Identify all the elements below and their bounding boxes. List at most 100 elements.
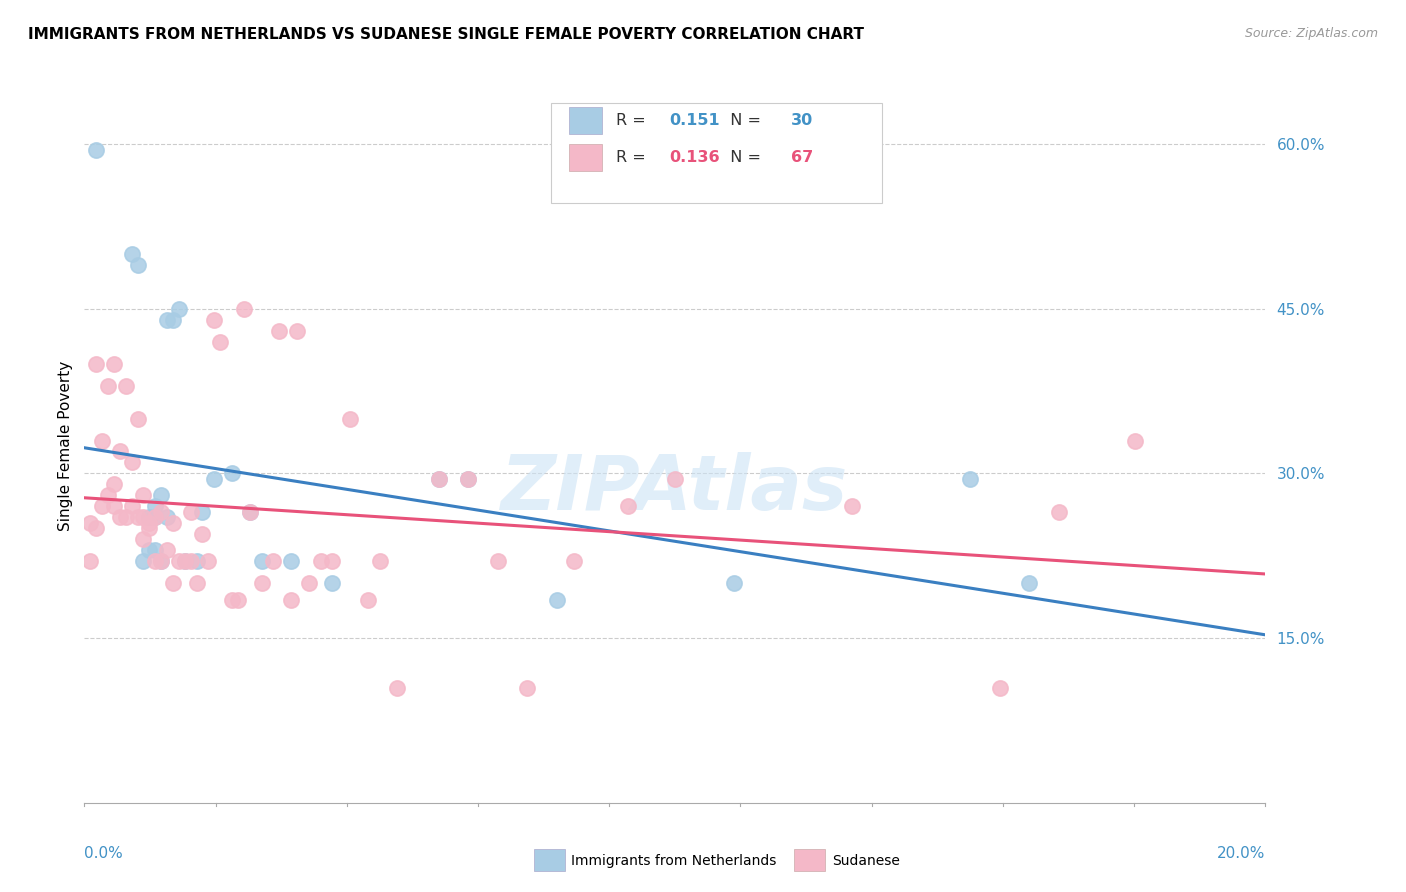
Point (79, 554, 101, 568)
FancyBboxPatch shape (551, 103, 882, 203)
Point (156, 510, 179, 524)
Point (84, 357, 107, 371)
Point (127, 510, 149, 524)
Point (298, 576, 321, 591)
Point (1125, 434, 1147, 448)
Text: 30: 30 (790, 113, 813, 128)
Point (173, 554, 195, 568)
Point (186, 554, 208, 568)
Point (138, 516, 160, 530)
Point (162, 312, 184, 326)
Point (138, 510, 160, 524)
Point (1047, 505, 1070, 519)
Point (186, 576, 208, 591)
Point (564, 554, 586, 568)
Point (143, 554, 166, 568)
Point (84, 521, 107, 535)
Point (959, 472, 981, 486)
Point (209, 334, 232, 349)
Text: ZIPAtlas: ZIPAtlas (501, 452, 849, 525)
Point (457, 472, 479, 486)
Point (108, 444, 131, 458)
Point (221, 467, 243, 481)
Point (132, 510, 155, 524)
Point (221, 592, 243, 607)
Y-axis label: Single Female Poverty: Single Female Poverty (58, 361, 73, 531)
Point (91, 500, 114, 514)
Point (546, 592, 568, 607)
Point (103, 500, 125, 514)
Point (202, 472, 225, 486)
Point (280, 592, 302, 607)
Point (84, 143, 107, 157)
Point (202, 312, 225, 326)
Point (156, 543, 179, 558)
Point (97, 488, 120, 502)
Text: IMMIGRANTS FROM NETHERLANDS VS SUDANESE SINGLE FEMALE POVERTY CORRELATION CHART: IMMIGRANTS FROM NETHERLANDS VS SUDANESE … (28, 27, 865, 42)
Point (250, 576, 273, 591)
Point (232, 301, 254, 316)
Text: R =: R = (616, 150, 651, 165)
FancyBboxPatch shape (568, 107, 602, 134)
Point (988, 681, 1011, 695)
Point (321, 554, 343, 568)
Point (368, 554, 391, 568)
Point (321, 576, 343, 591)
Point (150, 488, 173, 502)
Point (132, 533, 155, 547)
Point (132, 554, 155, 568)
Point (191, 505, 214, 519)
Point (309, 554, 332, 568)
Point (457, 472, 479, 486)
Text: R =: R = (616, 113, 651, 128)
Point (486, 554, 509, 568)
Point (239, 505, 262, 519)
Point (197, 554, 219, 568)
Point (143, 543, 166, 558)
Point (723, 576, 745, 591)
Point (239, 505, 262, 519)
Point (180, 554, 202, 568)
Point (121, 247, 143, 261)
Point (114, 378, 136, 392)
Point (516, 681, 538, 695)
Text: Immigrants from Netherlands: Immigrants from Netherlands (571, 854, 776, 868)
Point (143, 500, 166, 514)
Point (150, 554, 173, 568)
Point (97, 378, 120, 392)
Point (262, 554, 284, 568)
Point (162, 576, 184, 591)
Point (173, 554, 195, 568)
Point (427, 472, 450, 486)
Text: 67: 67 (790, 150, 813, 165)
Point (280, 554, 302, 568)
Point (191, 526, 214, 541)
FancyBboxPatch shape (568, 145, 602, 171)
Point (79, 516, 101, 530)
Point (114, 510, 136, 524)
Point (150, 554, 173, 568)
Point (162, 516, 184, 530)
Text: 0.151: 0.151 (669, 113, 720, 128)
Point (132, 488, 155, 502)
Point (121, 500, 143, 514)
Point (143, 510, 166, 524)
Text: 20.0%: 20.0% (1218, 846, 1265, 861)
Point (250, 554, 273, 568)
Point (357, 592, 380, 607)
Point (1018, 576, 1040, 591)
Text: N =: N = (720, 150, 766, 165)
Point (143, 510, 166, 524)
Point (841, 500, 863, 514)
Point (150, 505, 173, 519)
Point (427, 472, 450, 486)
Point (226, 592, 249, 607)
Text: Source: ZipAtlas.com: Source: ZipAtlas.com (1244, 27, 1378, 40)
Point (616, 500, 638, 514)
Point (285, 324, 308, 338)
Point (138, 521, 160, 535)
Point (167, 301, 190, 316)
Point (167, 554, 190, 568)
Point (103, 357, 125, 371)
Point (664, 472, 686, 486)
